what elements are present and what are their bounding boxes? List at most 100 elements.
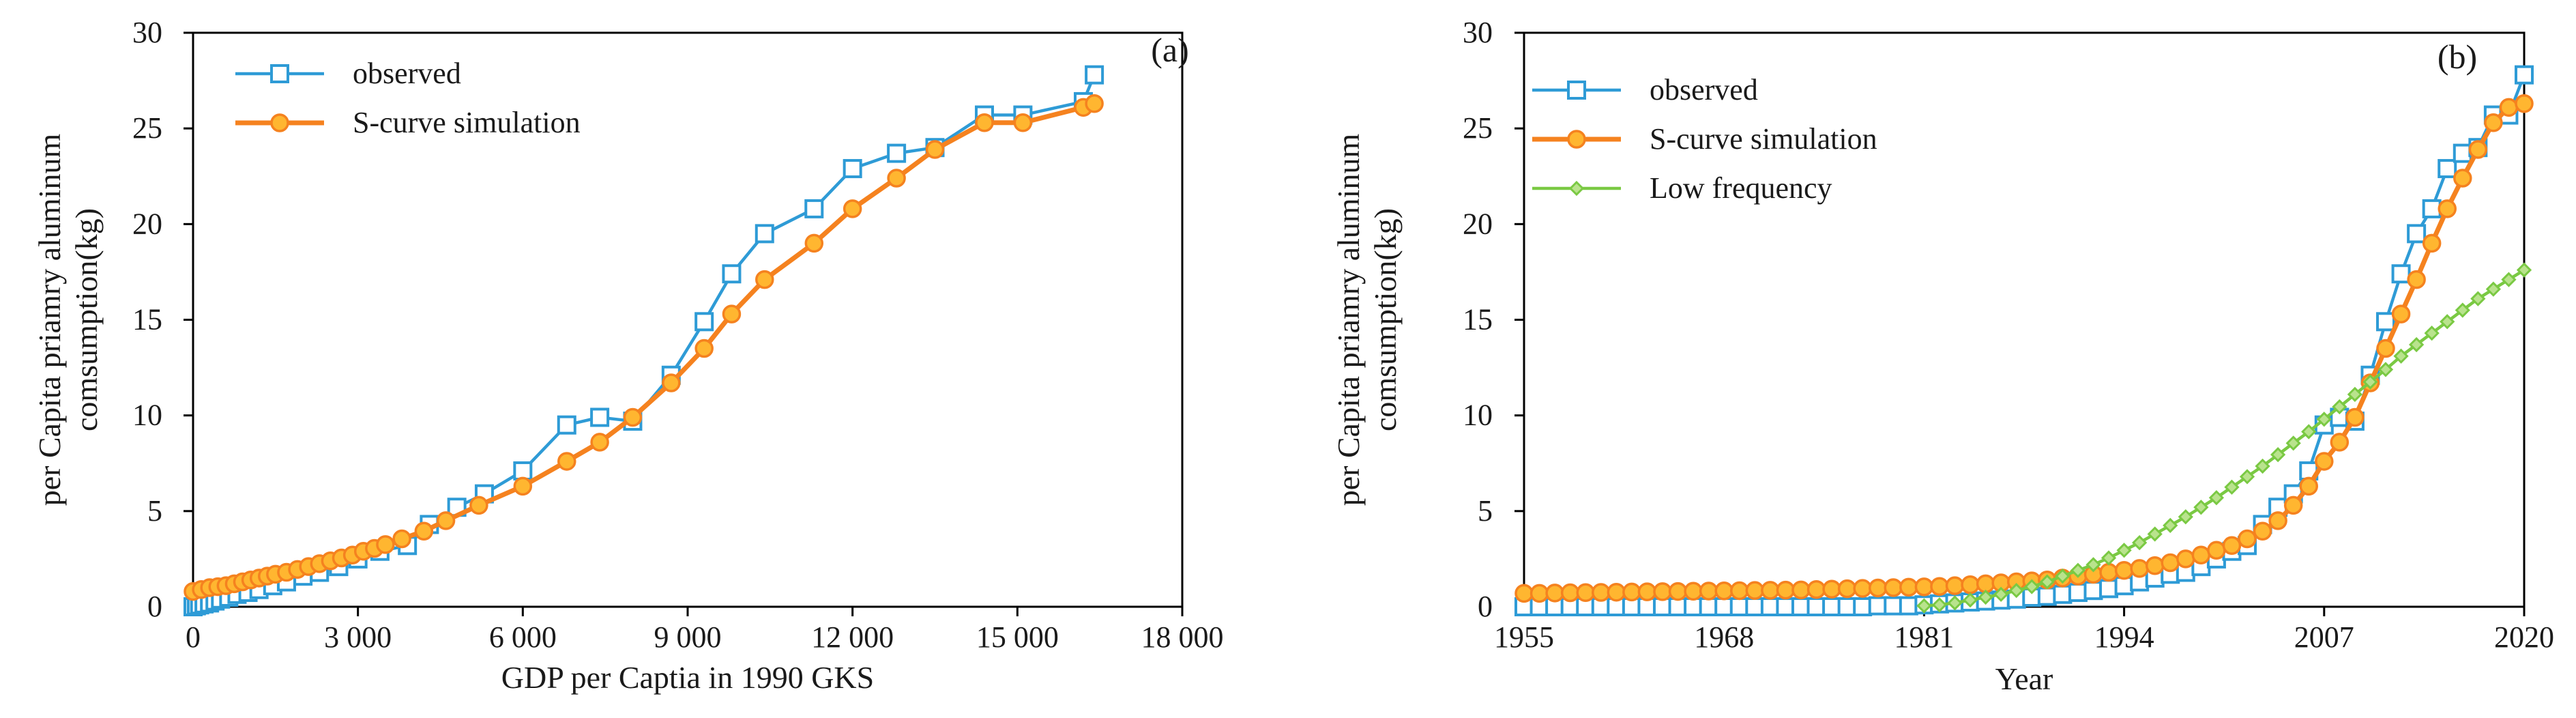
data-point bbox=[2208, 490, 2225, 506]
data-point bbox=[1899, 596, 1918, 616]
data-point bbox=[1791, 597, 1811, 616]
data-point bbox=[804, 199, 824, 218]
series-observed bbox=[184, 65, 1104, 616]
data-point bbox=[2239, 469, 2255, 485]
data-point bbox=[662, 373, 681, 392]
data-point bbox=[2083, 581, 2103, 601]
x-tick-label: 1955 bbox=[1494, 620, 1554, 654]
data-point bbox=[2391, 304, 2411, 324]
legend: observed S-curve simulation Low frequency bbox=[1532, 73, 1877, 205]
data-point bbox=[1745, 597, 1765, 616]
series-line bbox=[192, 101, 1096, 594]
data-point bbox=[2178, 509, 2193, 525]
data-point bbox=[1806, 597, 1826, 616]
data-point bbox=[1545, 584, 1564, 603]
legend-label: S-curve simulation bbox=[1650, 122, 1877, 156]
y-tick-label: 15 bbox=[1463, 303, 1493, 336]
data-point bbox=[2453, 169, 2472, 188]
data-point bbox=[1013, 113, 1033, 132]
y-tick-label: 25 bbox=[132, 111, 162, 145]
data-point bbox=[887, 143, 907, 163]
data-point bbox=[1930, 577, 1949, 597]
x-tick-label: 12 000 bbox=[811, 620, 894, 654]
x-tick-label: 6 000 bbox=[489, 620, 557, 654]
data-point bbox=[1868, 596, 1888, 616]
data-point bbox=[2224, 479, 2240, 495]
data-point bbox=[2207, 541, 2226, 560]
data-point bbox=[2114, 560, 2134, 580]
panel-label: (a) bbox=[1151, 31, 1189, 69]
data-point bbox=[2516, 262, 2532, 278]
data-point bbox=[925, 140, 945, 159]
data-point bbox=[2422, 199, 2442, 218]
data-point bbox=[1931, 597, 1948, 613]
data-point bbox=[1837, 597, 1857, 616]
y-tick-label: 30 bbox=[132, 16, 162, 49]
data-point bbox=[2438, 199, 2457, 218]
data-point bbox=[1530, 584, 1549, 603]
x-tick-label: 2007 bbox=[2294, 620, 2354, 654]
data-point bbox=[755, 270, 774, 289]
data-point bbox=[2270, 447, 2286, 463]
data-point bbox=[2455, 302, 2470, 318]
data-point bbox=[1560, 583, 1580, 603]
data-point bbox=[755, 224, 774, 244]
data-point bbox=[2191, 545, 2211, 565]
data-point bbox=[2440, 314, 2455, 330]
data-point bbox=[887, 169, 906, 188]
data-point bbox=[2099, 562, 2118, 582]
data-point bbox=[1962, 592, 1978, 608]
data-point bbox=[843, 159, 862, 179]
data-point bbox=[1668, 597, 1688, 616]
panel-label: (b) bbox=[2438, 38, 2477, 76]
data-point bbox=[1806, 580, 1826, 599]
y-tick-label: 15 bbox=[132, 303, 162, 336]
data-point bbox=[722, 264, 742, 284]
x-tick-label: 1968 bbox=[1694, 620, 1754, 654]
data-point bbox=[1947, 595, 1963, 611]
data-point bbox=[1576, 583, 1595, 603]
x-axis-label: Year bbox=[1995, 661, 2053, 696]
data-point bbox=[1899, 577, 1918, 597]
legend-marker bbox=[270, 113, 289, 132]
chart-panel-a: 0 5 10 15 20 25 30 0 3 000 6 000 9 000 12 000 15 000… bbox=[32, 16, 1224, 695]
data-point bbox=[436, 511, 456, 530]
data-point bbox=[2147, 526, 2163, 542]
data-point bbox=[2130, 559, 2149, 578]
data-point bbox=[1592, 583, 1611, 602]
data-point bbox=[1653, 582, 1672, 601]
x-tick-label: 3 000 bbox=[324, 620, 392, 654]
data-point bbox=[2424, 326, 2440, 341]
data-point bbox=[2330, 433, 2350, 452]
data-point bbox=[2501, 272, 2517, 287]
data-point bbox=[2470, 291, 2486, 306]
data-point bbox=[1822, 597, 1842, 616]
data-point bbox=[1637, 582, 1657, 601]
y-tick-label: 5 bbox=[1478, 494, 1493, 528]
data-point bbox=[2407, 224, 2427, 244]
data-point bbox=[2409, 336, 2425, 353]
data-point bbox=[2484, 113, 2503, 132]
data-point bbox=[2515, 65, 2534, 85]
series-s-curve-simulation bbox=[184, 94, 1104, 601]
x-tick-label: 9 000 bbox=[654, 620, 722, 654]
data-point bbox=[2193, 500, 2209, 515]
data-point bbox=[2163, 517, 2178, 533]
data-point bbox=[843, 199, 862, 218]
legend-marker bbox=[1567, 81, 1586, 100]
legend-marker bbox=[270, 64, 289, 83]
data-point bbox=[1884, 596, 1903, 616]
data-point bbox=[2268, 511, 2287, 530]
data-point bbox=[1668, 581, 1688, 601]
data-point bbox=[1945, 576, 1965, 595]
data-point bbox=[1776, 597, 1796, 616]
data-point bbox=[1884, 578, 1903, 597]
data-point bbox=[2037, 586, 2057, 606]
data-point bbox=[2347, 386, 2363, 402]
data-point bbox=[694, 339, 714, 358]
data-point bbox=[2393, 348, 2409, 364]
data-point bbox=[2391, 264, 2411, 284]
data-point bbox=[1868, 578, 1888, 598]
data-point bbox=[2070, 562, 2086, 578]
data-point bbox=[2407, 270, 2426, 289]
